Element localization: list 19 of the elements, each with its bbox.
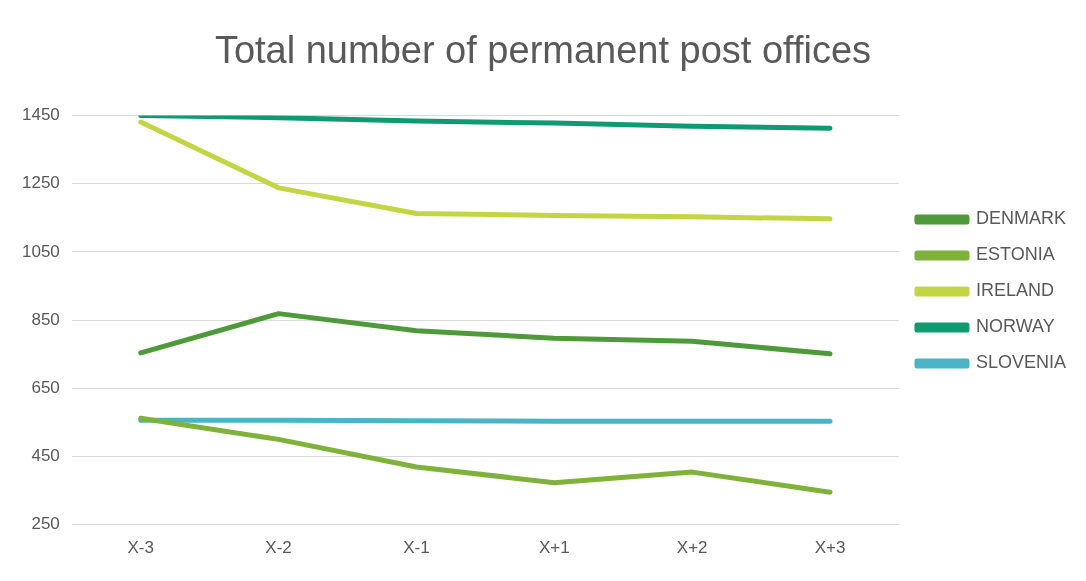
y-tick-label: 850 [31,309,60,329]
x-tick-label: X-1 [403,538,430,558]
x-tick-label: X-3 [127,538,154,558]
x-tick-label: X+1 [538,538,570,558]
legend-label: SLOVENIA [975,352,1067,373]
x-tick-label: X+2 [676,538,708,558]
legend-label: NORWAY [975,316,1055,337]
legend-label: IRELAND [975,280,1054,301]
x-tick-label: X+3 [814,538,846,558]
y-tick-label: 250 [31,514,60,534]
y-tick-label: 1450 [21,105,60,125]
legend-label: ESTONIA [975,244,1055,265]
legend-label: DENMARK [975,208,1066,229]
y-tick-label: 1050 [21,241,60,261]
y-tick-label: 650 [31,377,60,397]
y-tick-label: 1250 [21,173,60,193]
x-tick-label: X-2 [265,538,292,558]
y-tick-label: 450 [31,446,60,466]
chart-title: Total number of permanent post offices [214,29,872,72]
